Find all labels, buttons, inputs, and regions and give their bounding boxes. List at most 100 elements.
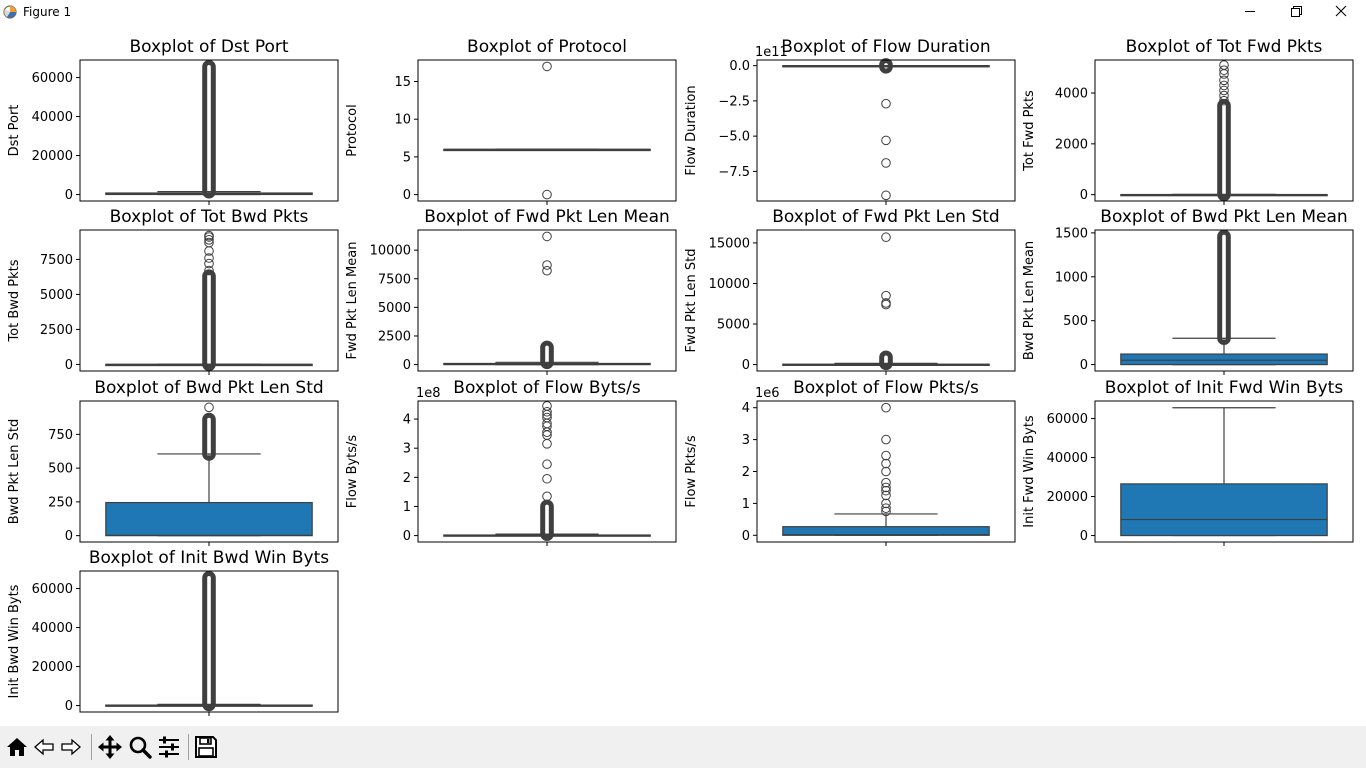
zoom-icon (129, 736, 152, 759)
restore-button[interactable] (1273, 0, 1319, 24)
subplot-title: Boxplot of Flow Duration (781, 37, 990, 57)
configure-subplots-button[interactable] (156, 734, 182, 760)
box (1120, 353, 1328, 366)
y-tick-label: 0 (65, 699, 73, 714)
outlier-point (204, 235, 214, 245)
y-tick-label: 250 (48, 495, 73, 510)
y-axis-label: Flow Byts/s (345, 435, 360, 509)
y-tick-label: 5000 (378, 301, 411, 316)
outlier-point (881, 485, 891, 496)
outlier-point (881, 490, 891, 501)
y-tick-label: 2500 (378, 329, 411, 344)
outlier-point (542, 459, 552, 470)
outlier-point (881, 498, 891, 509)
outlier-point (881, 135, 891, 146)
save-button[interactable] (193, 734, 219, 760)
outlier-point (881, 298, 891, 308)
zoom-button[interactable] (127, 734, 153, 760)
y-tick-label: 1500 (1055, 226, 1088, 241)
outlier-point (542, 406, 552, 417)
y-tick-label: 0 (65, 358, 73, 373)
forward-button[interactable] (58, 734, 84, 760)
pan-button[interactable] (97, 734, 123, 760)
y-tick-label: 60000 (32, 582, 73, 597)
outlier-point (542, 260, 552, 270)
y-tick-label: 0 (403, 529, 411, 544)
outlier-point (542, 401, 552, 411)
box (782, 526, 990, 536)
y-tick-label: 750 (48, 428, 73, 443)
outlier-cluster (540, 340, 554, 370)
home-button[interactable] (4, 734, 30, 760)
y-axis-label: Init Bwd Win Byts (7, 584, 22, 698)
subplot-4: 0 2000 4000 Boxplot of Tot Fwd Pkts Tot Fwd … (1022, 37, 1354, 205)
y-axis-label: Fwd Pkt Len Std (684, 248, 699, 352)
y-tick-label: 40000 (32, 621, 73, 636)
y-tick-label: 0 (403, 358, 411, 373)
outlier-point (542, 265, 552, 276)
y-tick-label: 0.0 (729, 59, 750, 74)
outlier-point (881, 458, 891, 469)
y-tick-label: 0 (403, 188, 411, 203)
outlier-point (542, 491, 552, 502)
y-axis-label: Flow Pkts/s (684, 435, 699, 507)
y-tick-label: −7.5 (718, 165, 750, 180)
y-axis-label: Fwd Pkt Len Mean (345, 242, 360, 360)
outlier-cluster (1217, 229, 1231, 346)
y-tick-label: 1 (403, 500, 411, 515)
y-tick-label: 15000 (709, 236, 750, 251)
outlier-point (881, 434, 891, 445)
y-tick-label: 15 (394, 75, 411, 90)
y-tick-label: 500 (1063, 314, 1088, 329)
sliders-icon (159, 736, 179, 758)
outlier-point (881, 190, 891, 201)
subplot-title: Boxplot of Init Fwd Win Byts (1105, 378, 1344, 398)
minimize-button[interactable] (1227, 0, 1273, 24)
outlier-point (1219, 75, 1229, 86)
navigation-toolbar (0, 726, 1366, 768)
close-button[interactable] (1318, 0, 1364, 24)
outlier-point (204, 402, 214, 413)
outlier-cluster (1217, 98, 1231, 202)
outlier-point (1219, 80, 1229, 91)
y-tick-label: 40000 (32, 110, 73, 125)
outlier-point (881, 232, 891, 243)
subplot-title: Boxplot of Protocol (467, 37, 627, 57)
subplot-title: Boxplot of Dst Port (129, 37, 288, 57)
y-axis-label: Bwd Pkt Len Mean (1022, 241, 1037, 360)
subplot-9: 0 250 500 750 Boxplot of Bwd Pkt Len Std Bwd … (7, 378, 339, 546)
y-axis-label: Dst Port (7, 105, 22, 157)
outlier-point (881, 503, 891, 513)
box (105, 501, 313, 537)
outlier-point (881, 466, 891, 477)
y-axis-label: Protocol (345, 104, 360, 156)
axes-frame (79, 229, 339, 372)
axes-frame (756, 59, 1016, 202)
outlier-point (542, 189, 552, 200)
axis-multiplier: 1e8 (416, 386, 441, 401)
y-tick-label: 500 (48, 462, 73, 477)
subplot-title: Boxplot of Tot Fwd Pkts (1126, 37, 1323, 57)
outlier-point (204, 230, 214, 241)
y-tick-label: 1000 (1055, 270, 1088, 285)
y-tick-label: 3 (742, 433, 750, 448)
outlier-point (204, 258, 214, 269)
subplot-title: Boxplot of Fwd Pkt Len Mean (424, 207, 670, 227)
y-tick-label: 4 (403, 413, 411, 428)
y-tick-label: 4000 (1055, 87, 1088, 102)
outlier-cluster (202, 269, 216, 372)
outlier-point (881, 477, 891, 488)
subplot-10: 0 1 2 3 4 1e8 Boxplot of Flow Byts/s Flow Byts/… (345, 378, 677, 546)
subplot-title: Boxplot of Flow Pkts/s (793, 378, 979, 398)
title-bar: Figure 1 (0, 0, 1366, 24)
y-tick-label: 10 (394, 113, 411, 128)
subplot-7: 0 5000 10000 15000 Boxplot of Fwd Pkt Len St… (684, 207, 1016, 375)
outlier-point (542, 439, 552, 449)
outlier-point (542, 412, 552, 423)
back-button[interactable] (31, 734, 57, 760)
outlier-point (1219, 60, 1229, 70)
outlier-point (881, 98, 891, 109)
axes-frame (79, 570, 339, 713)
y-tick-label: 1 (742, 497, 750, 512)
